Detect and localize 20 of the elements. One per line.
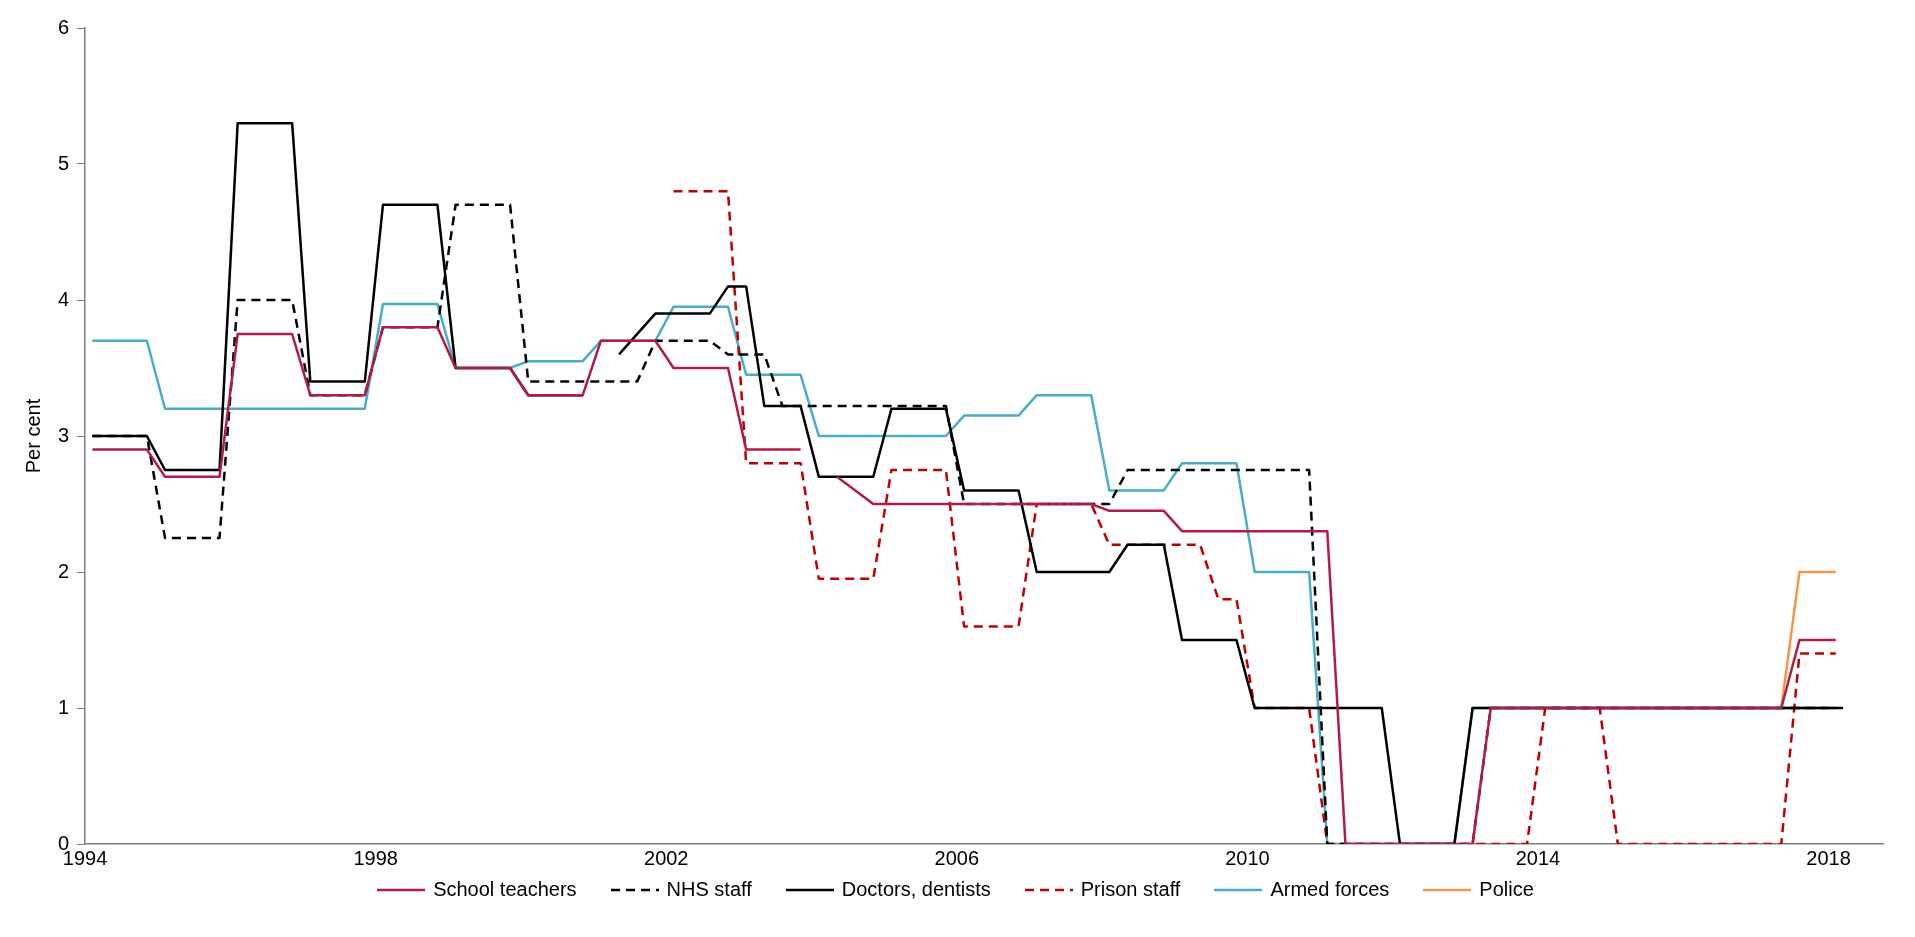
legend-label: NHS staff [666, 878, 752, 901]
line-series [672, 189, 1838, 844]
y-tick-label: 5 [58, 151, 70, 174]
legend-label: School teachers [433, 878, 577, 901]
x-tick-label: 2018 [1806, 846, 1851, 869]
legend-label: Prison staff [1080, 878, 1181, 901]
y-tick-label: 4 [58, 287, 70, 310]
y-tick-label: 2 [58, 559, 70, 582]
legend-label: Police [1479, 878, 1534, 901]
y-axis-title: Per cent [21, 398, 44, 474]
legend-label: Doctors, dentists [841, 878, 991, 901]
x-tick-label: 2006 [934, 846, 980, 869]
x-tick-label: 1998 [353, 846, 398, 869]
x-tick-label: 2014 [1515, 846, 1561, 869]
legend-label: Armed forces [1270, 878, 1390, 901]
x-tick-label: 2010 [1225, 846, 1270, 869]
y-tick-label: 3 [58, 423, 70, 446]
x-tick-label: 2002 [644, 846, 689, 869]
y-tick-label: 1 [58, 695, 70, 718]
y-tick-label: 6 [58, 15, 70, 38]
